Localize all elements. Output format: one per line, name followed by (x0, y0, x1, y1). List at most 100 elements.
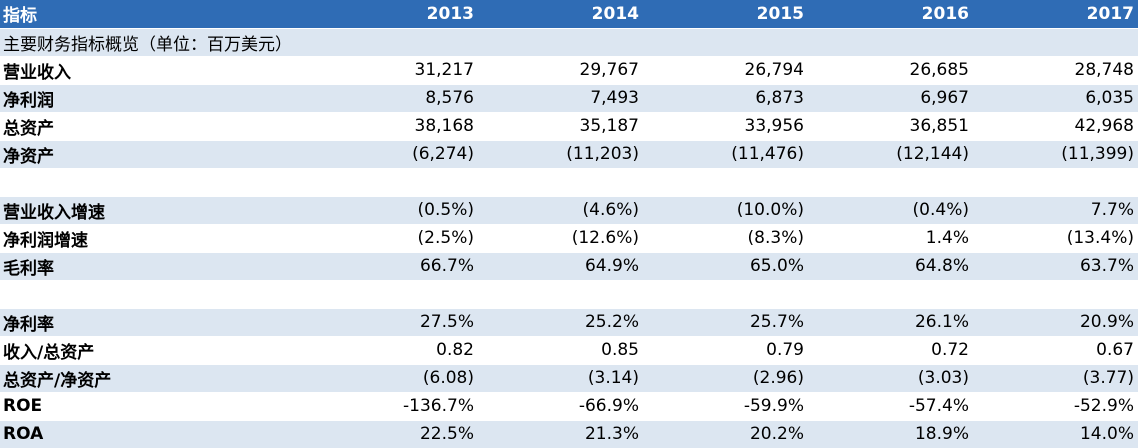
cell: -57.4% (808, 392, 973, 421)
cell: 25.2% (478, 308, 643, 337)
cell: 63.7% (973, 252, 1138, 281)
cell: (4.6%) (478, 196, 643, 225)
cell: 18.9% (808, 420, 973, 448)
cell: 2016 (808, 0, 973, 29)
cell: ROA (0, 420, 313, 448)
cell: (3.03) (808, 364, 973, 393)
data-row: ROA 22.5% 21.3% 20.2% 18.9% 14.0% (0, 420, 1138, 448)
spacer-cell (0, 280, 1138, 309)
cell: 33,956 (643, 112, 808, 141)
cell: 净资产 (0, 140, 313, 169)
data-row: 净利润 8,576 7,493 6,873 6,967 6,035 (0, 84, 1138, 113)
spacer-cell (0, 168, 1138, 197)
cell: 0.82 (313, 336, 478, 365)
cell: 总资产/净资产 (0, 364, 313, 393)
cell: 2013 (313, 0, 478, 29)
cell: 26,794 (643, 56, 808, 85)
cell: 65.0% (643, 252, 808, 281)
cell: 2014 (478, 0, 643, 29)
cell: 7,493 (478, 84, 643, 113)
cell: 20.9% (973, 308, 1138, 337)
cell: 36,851 (808, 112, 973, 141)
cell: -59.9% (643, 392, 808, 421)
data-row: 净资产 (6,274) (11,203) (11,476) (12,144) (11,39… (0, 140, 1138, 169)
data-row: 收入/总资产 0.82 0.85 0.79 0.72 0.67 (0, 336, 1138, 365)
cell: 毛利率 (0, 252, 313, 281)
data-row: 总资产 38,168 35,187 33,956 36,851 42,968 (0, 112, 1138, 141)
cell: (0.4%) (808, 196, 973, 225)
data-row: 营业收入增速 (0.5%) (4.6%) (10.0%) (0.4%) 7.7% (0, 196, 1138, 225)
cell: 35,187 (478, 112, 643, 141)
cell: 收入/总资产 (0, 336, 313, 365)
cell: 26.1% (808, 308, 973, 337)
cell: 0.72 (808, 336, 973, 365)
cell: 6,035 (973, 84, 1138, 113)
cell: -66.9% (478, 392, 643, 421)
cell: 指标 (0, 0, 313, 29)
cell: 1.4% (808, 224, 973, 253)
cell: 21.3% (478, 420, 643, 448)
cell: 营业收入 (0, 56, 313, 85)
cell: 6,967 (808, 84, 973, 113)
cell: 42,968 (973, 112, 1138, 141)
data-row: 毛利率 66.7% 64.9% 65.0% 64.8% 63.7% (0, 252, 1138, 281)
cell: 2015 (643, 0, 808, 29)
data-row: 净利润增速 (2.5%) (12.6%) (8.3%) 1.4% (13.4%) (0, 224, 1138, 253)
data-row: ROE -136.7% -66.9% -59.9% -57.4% -52.9% (0, 392, 1138, 421)
cell: 66.7% (313, 252, 478, 281)
data-row: 营业收入 31,217 29,767 26,794 26,685 28,748 (0, 56, 1138, 85)
cell: -136.7% (313, 392, 478, 421)
cell: 27.5% (313, 308, 478, 337)
cell: (2.5%) (313, 224, 478, 253)
cell: 净利润 (0, 84, 313, 113)
cell: (8.3%) (643, 224, 808, 253)
cell: 主要财务指标概览（单位：百万美元） (0, 28, 1138, 57)
cell: 38,168 (313, 112, 478, 141)
header-row: 指标 2013 2014 2015 2016 2017 (0, 0, 1138, 29)
cell: -52.9% (973, 392, 1138, 421)
cell: 31,217 (313, 56, 478, 85)
cell: 净利率 (0, 308, 313, 337)
cell: 14.0% (973, 420, 1138, 448)
spacer-row (0, 280, 1138, 309)
cell: 22.5% (313, 420, 478, 448)
cell: (3.14) (478, 364, 643, 393)
cell: 7.7% (973, 196, 1138, 225)
subtitle-row: 主要财务指标概览（单位：百万美元） (0, 28, 1138, 57)
cell: 8,576 (313, 84, 478, 113)
cell: 28,748 (973, 56, 1138, 85)
cell: (12.6%) (478, 224, 643, 253)
cell: ROE (0, 392, 313, 421)
cell: (2.96) (643, 364, 808, 393)
cell: (11,476) (643, 140, 808, 169)
cell: 0.79 (643, 336, 808, 365)
cell: (12,144) (808, 140, 973, 169)
cell: 营业收入增速 (0, 196, 313, 225)
cell: 0.85 (478, 336, 643, 365)
cell: 2017 (973, 0, 1138, 29)
cell: 64.9% (478, 252, 643, 281)
cell: 20.2% (643, 420, 808, 448)
cell: 总资产 (0, 112, 313, 141)
cell: 64.8% (808, 252, 973, 281)
cell: 6,873 (643, 84, 808, 113)
cell: 0.67 (973, 336, 1138, 365)
cell: (6,274) (313, 140, 478, 169)
data-row: 净利率 27.5% 25.2% 25.7% 26.1% 20.9% (0, 308, 1138, 337)
cell: (10.0%) (643, 196, 808, 225)
spacer-row (0, 168, 1138, 197)
cell: (0.5%) (313, 196, 478, 225)
cell: (6.08) (313, 364, 478, 393)
cell: (11,203) (478, 140, 643, 169)
cell: (11,399) (973, 140, 1138, 169)
cell: (13.4%) (973, 224, 1138, 253)
data-row: 总资产/净资产 (6.08) (3.14) (2.96) (3.03) (3.77) (0, 364, 1138, 393)
cell: 26,685 (808, 56, 973, 85)
cell: 25.7% (643, 308, 808, 337)
cell: (3.77) (973, 364, 1138, 393)
cell: 净利润增速 (0, 224, 313, 253)
cell: 29,767 (478, 56, 643, 85)
